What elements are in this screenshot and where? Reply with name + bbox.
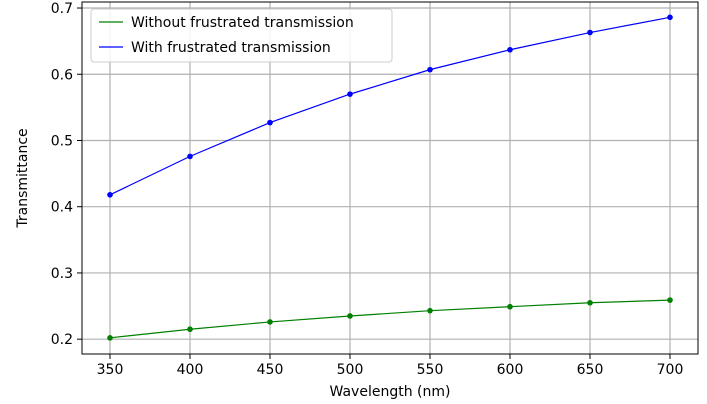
y-axis-label: Transmittance <box>15 128 31 228</box>
plot-frame <box>81 1 699 355</box>
legend-box <box>90 8 393 63</box>
legend: Without frustrated transmission With frus… <box>90 8 393 63</box>
x-tick-label: 600 <box>497 362 524 378</box>
data-point <box>187 326 193 333</box>
x-tick-label: 650 <box>577 362 604 378</box>
data-point <box>667 297 673 303</box>
x-axis-label: Wavelength (nm) <box>330 384 451 400</box>
y-tick-label: 0.6 <box>51 67 73 83</box>
data-point <box>107 335 113 341</box>
series-layer <box>107 14 673 341</box>
data-point <box>267 119 273 126</box>
data-point <box>107 191 113 198</box>
y-tick-label: 0.3 <box>51 266 73 282</box>
data-point <box>587 29 593 36</box>
data-point <box>427 66 433 73</box>
series-line-1 <box>109 16 671 196</box>
y-tick-label: 0.7 <box>51 1 73 17</box>
y-tick-label: 0.4 <box>51 200 73 216</box>
data-point <box>507 303 513 310</box>
x-tick-label: 400 <box>177 362 204 378</box>
data-point <box>667 14 673 21</box>
x-tick-label: 700 <box>657 362 684 378</box>
data-point <box>267 319 273 325</box>
data-point <box>427 307 433 314</box>
x-tick-label: 450 <box>257 362 284 378</box>
x-tick-label: 500 <box>337 362 364 378</box>
series-line-0 <box>109 299 671 339</box>
legend-label: Without frustrated transmission <box>131 15 354 31</box>
data-point <box>347 91 353 97</box>
x-tick-label: 550 <box>417 362 444 378</box>
y-tick-label: 0.5 <box>51 133 73 149</box>
x-tick-label: 350 <box>97 362 124 378</box>
legend-label: With frustrated transmission <box>131 40 331 56</box>
data-point <box>507 46 513 53</box>
axis-ticks: 350 400 450 500 550 600 650 700 0.2 0.3 0.4 0.5 0.6 0… <box>51 1 684 378</box>
data-point <box>187 153 193 160</box>
data-point <box>347 313 353 319</box>
y-tick-label: 0.2 <box>51 332 73 348</box>
data-point <box>587 299 593 306</box>
